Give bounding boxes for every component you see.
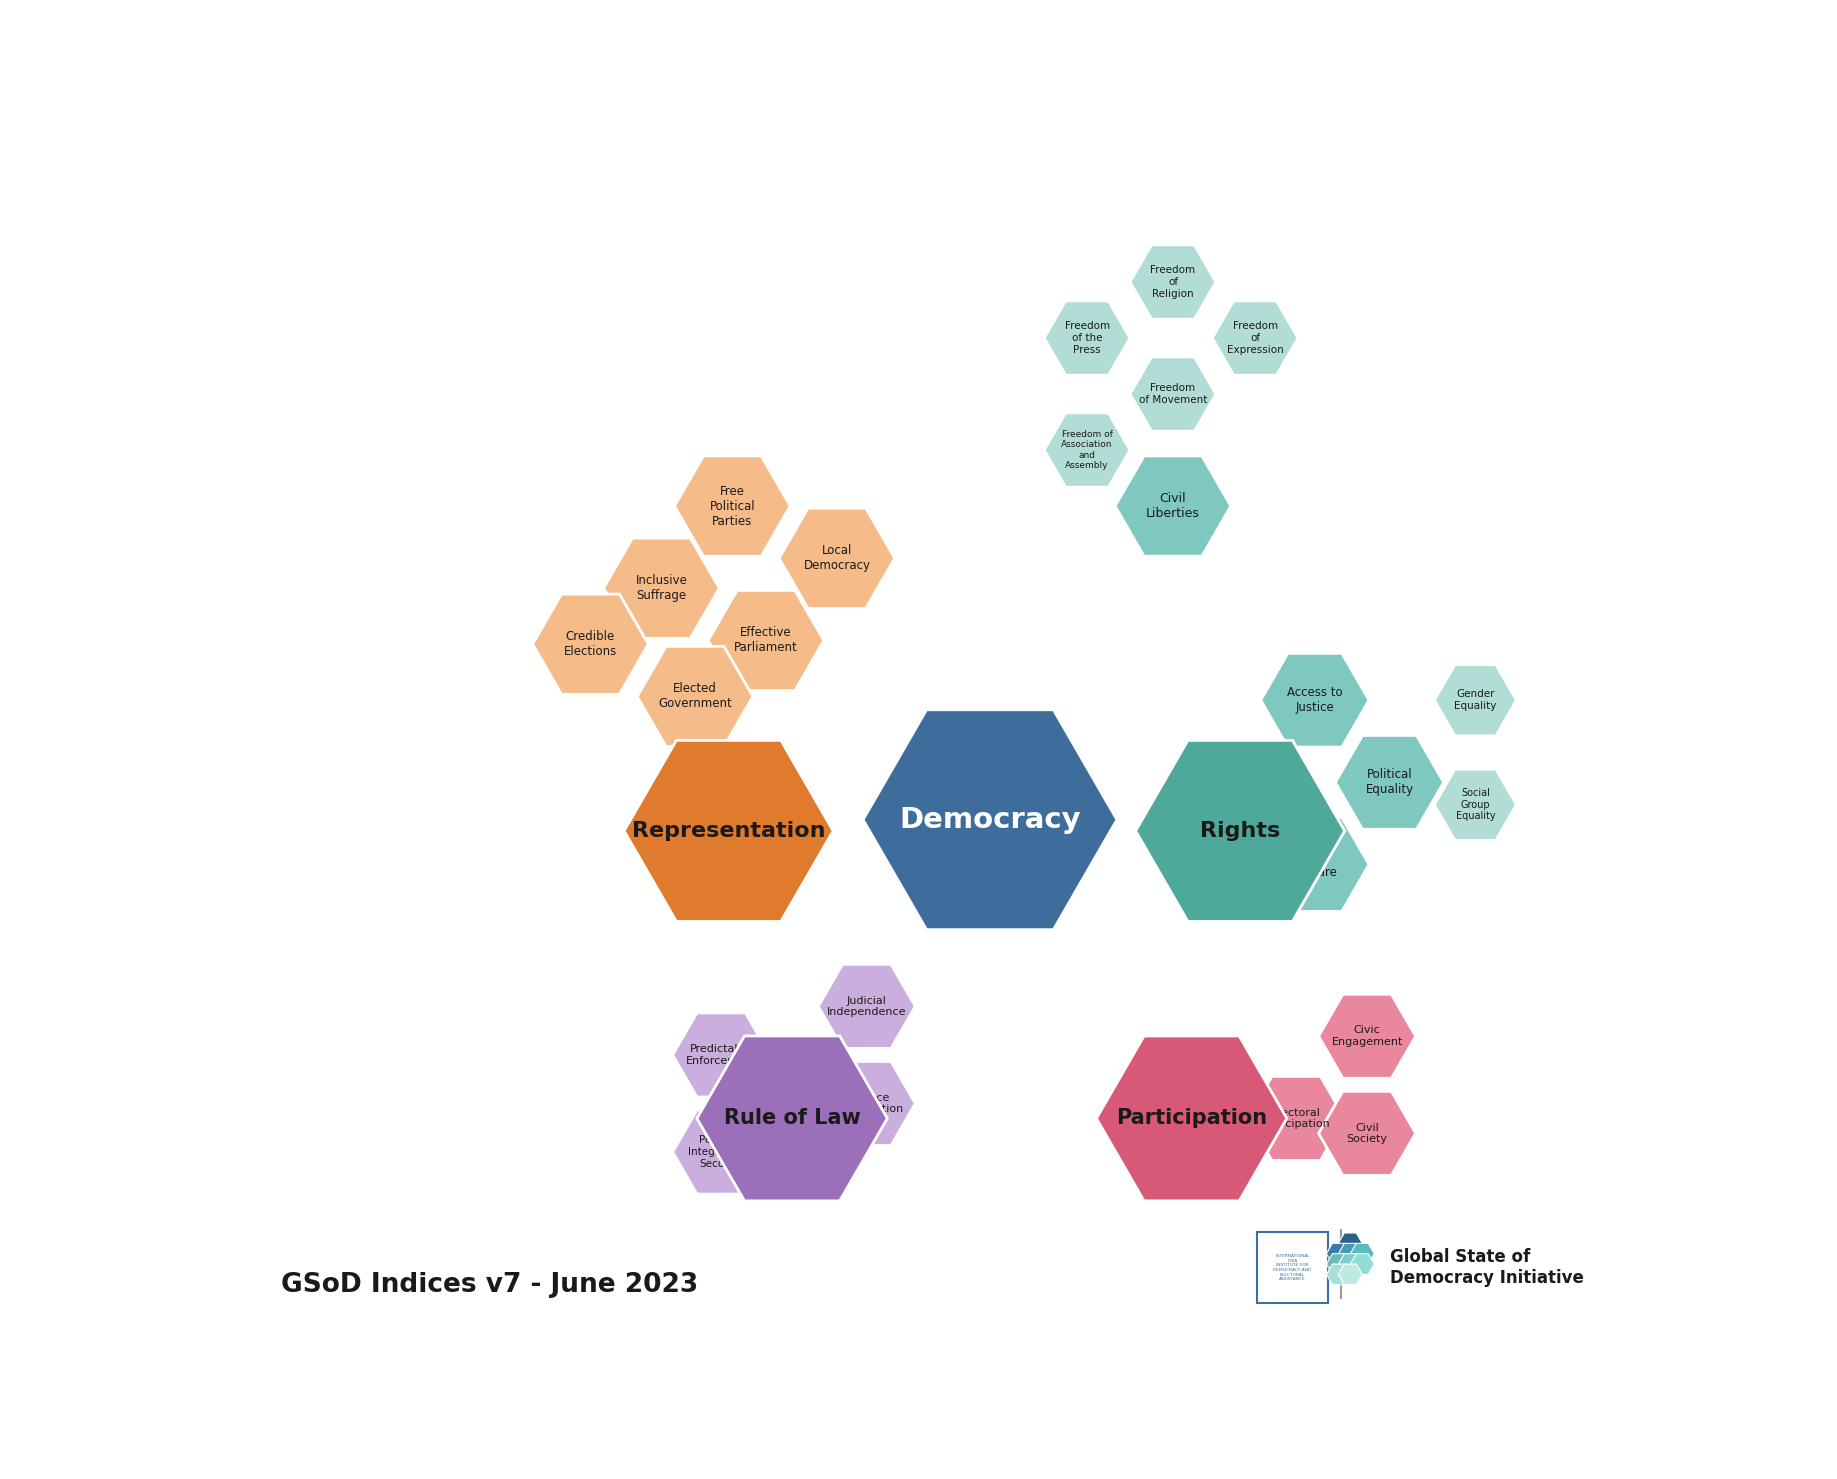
Polygon shape <box>1435 769 1517 840</box>
Polygon shape <box>672 1109 770 1194</box>
Text: Freedom
of
Expression: Freedom of Expression <box>1227 321 1284 355</box>
Polygon shape <box>625 741 834 921</box>
Text: Social
Group
Equality: Social Group Equality <box>1455 788 1495 821</box>
Text: Representation: Representation <box>632 821 825 842</box>
Polygon shape <box>1260 654 1369 747</box>
Polygon shape <box>604 538 720 639</box>
Text: Inclusive
Suffrage: Inclusive Suffrage <box>636 574 687 602</box>
Polygon shape <box>1260 818 1369 911</box>
Text: Rights: Rights <box>1200 821 1280 842</box>
Text: Civil
Society: Civil Society <box>1347 1123 1387 1145</box>
Polygon shape <box>1319 994 1416 1078</box>
Polygon shape <box>674 456 790 556</box>
Text: Access to
Justice: Access to Justice <box>1288 686 1343 714</box>
Text: Rule of Law: Rule of Law <box>724 1108 860 1128</box>
Text: GSoD Indices v7 - June 2023: GSoD Indices v7 - June 2023 <box>281 1272 698 1297</box>
Text: Absence
of Corruption: Absence of Corruption <box>830 1093 904 1114</box>
Text: Freedom of
Association
and
Assembly: Freedom of Association and Assembly <box>1062 430 1113 470</box>
Polygon shape <box>1043 413 1130 487</box>
Polygon shape <box>1326 1254 1350 1275</box>
Polygon shape <box>1212 300 1299 376</box>
Text: Personal
Integrity and
Security: Personal Integrity and Security <box>687 1136 755 1168</box>
Text: Democracy: Democracy <box>898 806 1080 834</box>
Polygon shape <box>1435 664 1517 735</box>
Polygon shape <box>1130 246 1216 319</box>
Text: Free
Political
Parties: Free Political Parties <box>709 485 755 528</box>
Text: Basic
Welfare: Basic Welfare <box>1293 850 1337 879</box>
Text: Effective
Parliament: Effective Parliament <box>735 627 797 655</box>
Text: Freedom
of Movement: Freedom of Movement <box>1139 383 1207 405</box>
Text: Freedom
of
Religion: Freedom of Religion <box>1150 265 1196 299</box>
Text: Predictable
Enforcement: Predictable Enforcement <box>685 1044 757 1066</box>
Text: Elected
Government: Elected Government <box>658 682 731 710</box>
Polygon shape <box>1319 1092 1416 1176</box>
Polygon shape <box>533 595 648 694</box>
Polygon shape <box>637 646 753 747</box>
Polygon shape <box>817 964 915 1049</box>
Polygon shape <box>672 1013 770 1097</box>
Polygon shape <box>1043 300 1130 376</box>
Polygon shape <box>1350 1244 1374 1265</box>
Text: Judicial
Independence: Judicial Independence <box>827 995 906 1018</box>
Polygon shape <box>1247 1077 1345 1161</box>
Polygon shape <box>1097 1035 1288 1201</box>
Text: Local
Democracy: Local Democracy <box>803 544 871 572</box>
Text: Gender
Equality: Gender Equality <box>1455 689 1497 711</box>
Polygon shape <box>1339 1265 1363 1285</box>
Text: INTERNATIONAL
IDEA
INSTITUTE FOR
DEMOCRACY AND
ELECTORAL
ASSISTANCE: INTERNATIONAL IDEA INSTITUTE FOR DEMOCRA… <box>1273 1254 1312 1281</box>
Polygon shape <box>1339 1254 1363 1275</box>
Polygon shape <box>696 1035 887 1201</box>
Text: Global State of
Democracy Initiative: Global State of Democracy Initiative <box>1389 1248 1583 1287</box>
Polygon shape <box>1115 456 1231 556</box>
Text: Freedom
of the
Press: Freedom of the Press <box>1064 321 1110 355</box>
Polygon shape <box>779 509 895 608</box>
Polygon shape <box>1339 1244 1363 1265</box>
Polygon shape <box>1326 1265 1350 1285</box>
Polygon shape <box>1339 1233 1363 1254</box>
Polygon shape <box>1135 741 1345 921</box>
Polygon shape <box>1335 735 1444 830</box>
Text: Electoral
Participation: Electoral Participation <box>1262 1108 1332 1128</box>
Polygon shape <box>863 710 1117 930</box>
Text: Participation: Participation <box>1117 1108 1268 1128</box>
Polygon shape <box>707 590 823 691</box>
Polygon shape <box>1326 1244 1350 1265</box>
Text: Political
Equality: Political Equality <box>1365 769 1414 796</box>
Polygon shape <box>1130 356 1216 432</box>
Polygon shape <box>1350 1254 1374 1275</box>
Polygon shape <box>817 1062 915 1146</box>
Text: Credible
Elections: Credible Elections <box>564 630 617 658</box>
Text: Civil
Liberties: Civil Liberties <box>1146 493 1200 521</box>
FancyBboxPatch shape <box>1257 1232 1328 1303</box>
Text: Civic
Engagement: Civic Engagement <box>1332 1025 1403 1047</box>
